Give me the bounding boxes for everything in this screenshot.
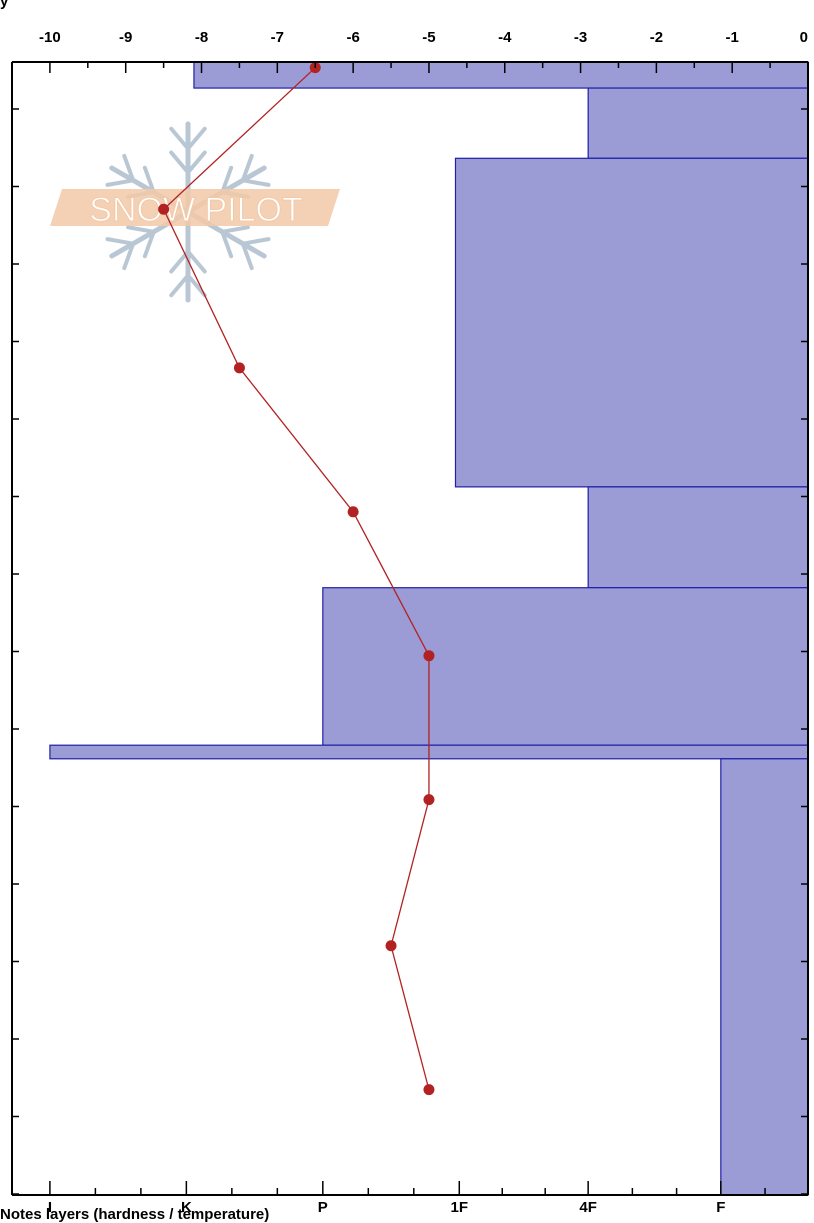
temperature-line-path xyxy=(162,67,430,1090)
snowflake-branch xyxy=(142,165,156,195)
hardness-layer-bar xyxy=(193,61,809,89)
hardness-bars xyxy=(49,61,809,1196)
temperature-tick-label: -4 xyxy=(498,29,512,46)
hardness-layer-bar xyxy=(587,87,809,159)
snowflake-branch xyxy=(220,165,234,195)
hardness-layer-bar xyxy=(322,587,809,746)
temperature-point xyxy=(233,362,245,374)
snowflake-branch xyxy=(126,225,156,234)
snowflake-branch xyxy=(186,150,207,175)
temperature-point xyxy=(423,650,435,662)
hardness-tick-label: 1F xyxy=(451,1199,469,1216)
snowflake-branch xyxy=(240,178,271,187)
watermark-text: SNOW PILOT xyxy=(89,191,302,229)
hardness-tick-label: K xyxy=(181,1199,192,1216)
hardness-tick-labels: I K P 1F 4F F xyxy=(48,1199,726,1216)
temperature-tick-label: -6 xyxy=(346,29,359,46)
hardness-layer-bar xyxy=(720,758,809,1196)
snowflake-branch xyxy=(220,225,250,234)
temperature-tick-label: -1 xyxy=(726,29,739,46)
snowflake-branch xyxy=(105,178,136,187)
snowflake-branch xyxy=(240,241,254,271)
temperature-tick-labels: -10 -9 -8 -7 -6 -5 -4 -3 -2 -1 0 xyxy=(39,29,808,46)
temperature-tick-label: -3 xyxy=(574,29,587,46)
snow-pilot-watermark: SNOW PILOT xyxy=(50,121,340,303)
temperature-tick-label: -5 xyxy=(422,29,435,46)
hardness-tick-label: I xyxy=(48,1199,52,1216)
footer-text: Notes layers (hardness / temperature) xyxy=(0,1206,270,1223)
snowflake-branch xyxy=(186,126,207,151)
temperature-line xyxy=(158,62,435,1096)
snowflake-branch xyxy=(122,153,136,183)
snowflake-branch xyxy=(169,273,190,298)
temperature-point xyxy=(385,940,397,952)
snowflake-branch xyxy=(105,237,136,246)
hardness-layer-bar xyxy=(587,486,809,589)
snowflake-branch xyxy=(186,249,207,274)
temperature-tick-label: -10 xyxy=(39,29,61,46)
temperature-tick-label: 0 xyxy=(800,29,808,46)
snowflake-branch xyxy=(186,273,207,298)
axes xyxy=(11,61,809,1196)
hardness-tick-label: P xyxy=(318,1199,328,1216)
watermark-band xyxy=(50,189,340,226)
temperature-tick-label: -7 xyxy=(271,29,284,46)
temperature-point xyxy=(423,1084,435,1096)
snowflake-branch xyxy=(122,241,136,271)
temperature-point xyxy=(158,203,170,215)
temperature-point xyxy=(423,794,435,806)
snowflake-branch xyxy=(169,126,190,151)
temperature-tick-label: -2 xyxy=(650,29,663,46)
hardness-tick-label: F xyxy=(716,1199,725,1216)
snowflake-branch xyxy=(240,237,271,246)
header-text: y xyxy=(0,0,9,10)
temperature-tick-label: -8 xyxy=(195,29,208,46)
temperature-point xyxy=(347,506,359,518)
hardness-tick-label: 4F xyxy=(579,1199,597,1216)
snowflake-branch xyxy=(142,229,156,259)
hardness-layer-bar xyxy=(454,157,809,488)
snowflake-branch xyxy=(220,229,234,259)
snowflake-branch xyxy=(169,150,190,175)
temperature-tick-label: -9 xyxy=(119,29,132,46)
snowflake-branch xyxy=(240,153,254,183)
